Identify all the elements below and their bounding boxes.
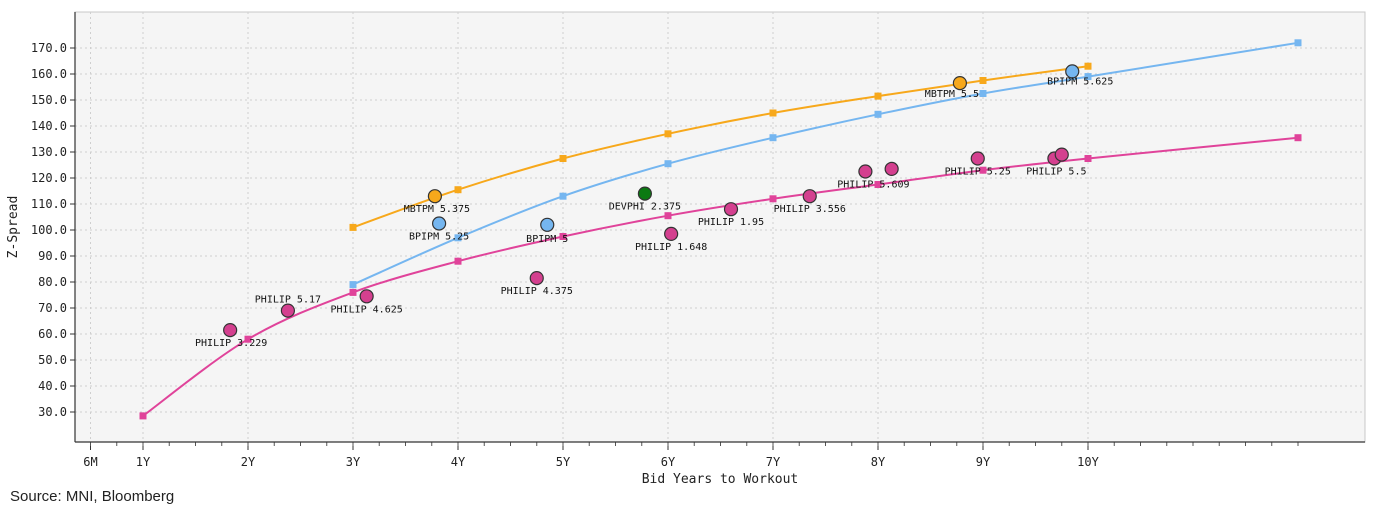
curve-node-marker [664,130,672,138]
y-tick-label: 70.0 [38,301,67,315]
y-tick-label: 120.0 [31,171,67,185]
curve-node-marker [874,181,882,188]
curve-node-marker [979,90,987,97]
curve-lines [139,39,1302,420]
curve-node-marker [769,134,777,142]
x-tick-label: 5Y [556,455,571,469]
x-tick-label: 2Y [241,455,256,469]
x-tick-label: 7Y [766,455,781,469]
bond-point [223,323,238,338]
bond-labels: MBTPM 5.375 MBTPM 5.5 BPIPM 5.25 BPIPM 5 BPI… [195,76,1113,349]
curve-node-marker [979,166,987,174]
curve-node-marker [454,257,462,265]
curve-node-marker [874,110,882,118]
y-tick-label: 170.0 [31,41,67,55]
bond-label: MBTPM 5.5 [925,89,979,100]
x-tick-label: 10Y [1077,455,1099,469]
curve-node-marker [139,412,147,420]
curve-node-marker [1294,39,1302,47]
curve-node-marker [1084,73,1092,81]
curve-node-marker [769,109,777,117]
y-tick-label: 150.0 [31,93,67,107]
plot-background [74,11,1366,443]
bond-point [280,303,295,318]
curve-node-marker [769,195,777,203]
curve-node-marker [874,92,882,100]
curve-node-marker [559,192,567,200]
bond-point [884,161,899,176]
axes: 30.0 40.0 50.0 60.0 70.0 80.0 90.0 100.0 110.0 12… [31,12,1365,469]
x-tick-label: 3Y [346,455,361,469]
bond-point [970,151,985,166]
bond-point [802,189,817,204]
z-spread-chart: MBTPM 5.375 MBTPM 5.5 BPIPM 5.25 BPIPM 5 BPI… [6,11,1366,487]
bond-point [427,189,442,204]
curve-node-marker [979,77,987,84]
bond-label: MBTPM 5.375 [404,204,470,215]
bond-label: PHILIP 4.375 [501,286,573,297]
bond-points [223,64,1080,338]
y-tick-label: 160.0 [31,67,67,81]
bond-point [1065,64,1080,79]
curve-node-marker [349,281,357,289]
y-axis-title: Z-Spread [6,196,21,259]
bond-point [529,271,544,286]
bond-point [952,75,968,91]
bond-label: BPIPM 5 [526,234,568,245]
bond-point [359,289,374,304]
bond-point [858,164,873,179]
curve-node-marker [454,234,462,242]
y-tick-label: 140.0 [31,119,67,133]
bond-label: PHILIP 3.556 [774,204,846,215]
curve-node-marker [244,335,252,343]
bond-point [540,217,555,232]
y-tick-label: 110.0 [31,197,67,211]
y-tick-label: 80.0 [38,275,67,289]
curve-node-marker [664,160,672,168]
curve-line-0 [352,65,1089,229]
bond-point [723,202,739,217]
bond-point [664,226,679,241]
bond-point [432,216,447,231]
gridlines [75,12,1365,442]
bond-label: BPIPM 5.25 [409,232,469,243]
bond-label: PHILIP 1.95 [698,217,764,228]
bond-label: PHILIP 4.625 [331,304,403,315]
x-tick-label: 1Y [136,455,151,469]
curve-line-2 [142,136,1299,417]
curve-node-marker [349,223,357,231]
y-tick-label: 40.0 [38,379,67,393]
curve-node-marker [559,155,567,162]
curve-node-marker [1084,62,1092,70]
x-tick-label: 6M [83,455,97,469]
curve-node-marker [559,233,567,240]
y-tick-label: 90.0 [38,249,67,263]
x-axis-title: Bid Years to Workout [642,472,799,487]
curve-node-marker [454,186,462,194]
y-tick-label: 130.0 [31,145,67,159]
bond-label: PHILIP 1.648 [635,242,707,253]
bond-label: PHILIP 5.609 [837,180,909,191]
y-tick-label: 50.0 [38,353,67,367]
bond-point [1054,147,1069,162]
bond-label: PHILIP 3.229 [195,338,267,349]
curve-node-marker [349,288,357,296]
curve-node-marker [1084,155,1092,162]
y-tick-label: 60.0 [38,327,67,341]
bond-label: BPIPM 5.625 [1047,76,1113,87]
curve-node-marker [664,212,672,220]
x-tick-label: 4Y [451,455,466,469]
x-tick-label: 6Y [661,455,676,469]
bond-label: PHILIP 5.5 [1026,167,1086,178]
bond-label: PHILIP 5.25 [945,167,1011,178]
x-tick-label: 9Y [976,455,991,469]
bond-label: DEVPHI 2.375 [609,202,681,213]
curve-node-marker [1294,134,1302,142]
bond-point [637,186,653,201]
x-tick-label: 8Y [871,455,886,469]
bond-label: PHILIP 5.17 [255,295,321,306]
source-note: Source: MNI, Bloomberg [10,488,175,505]
y-tick-label: 30.0 [38,405,67,419]
y-tick-label: 100.0 [31,223,67,237]
